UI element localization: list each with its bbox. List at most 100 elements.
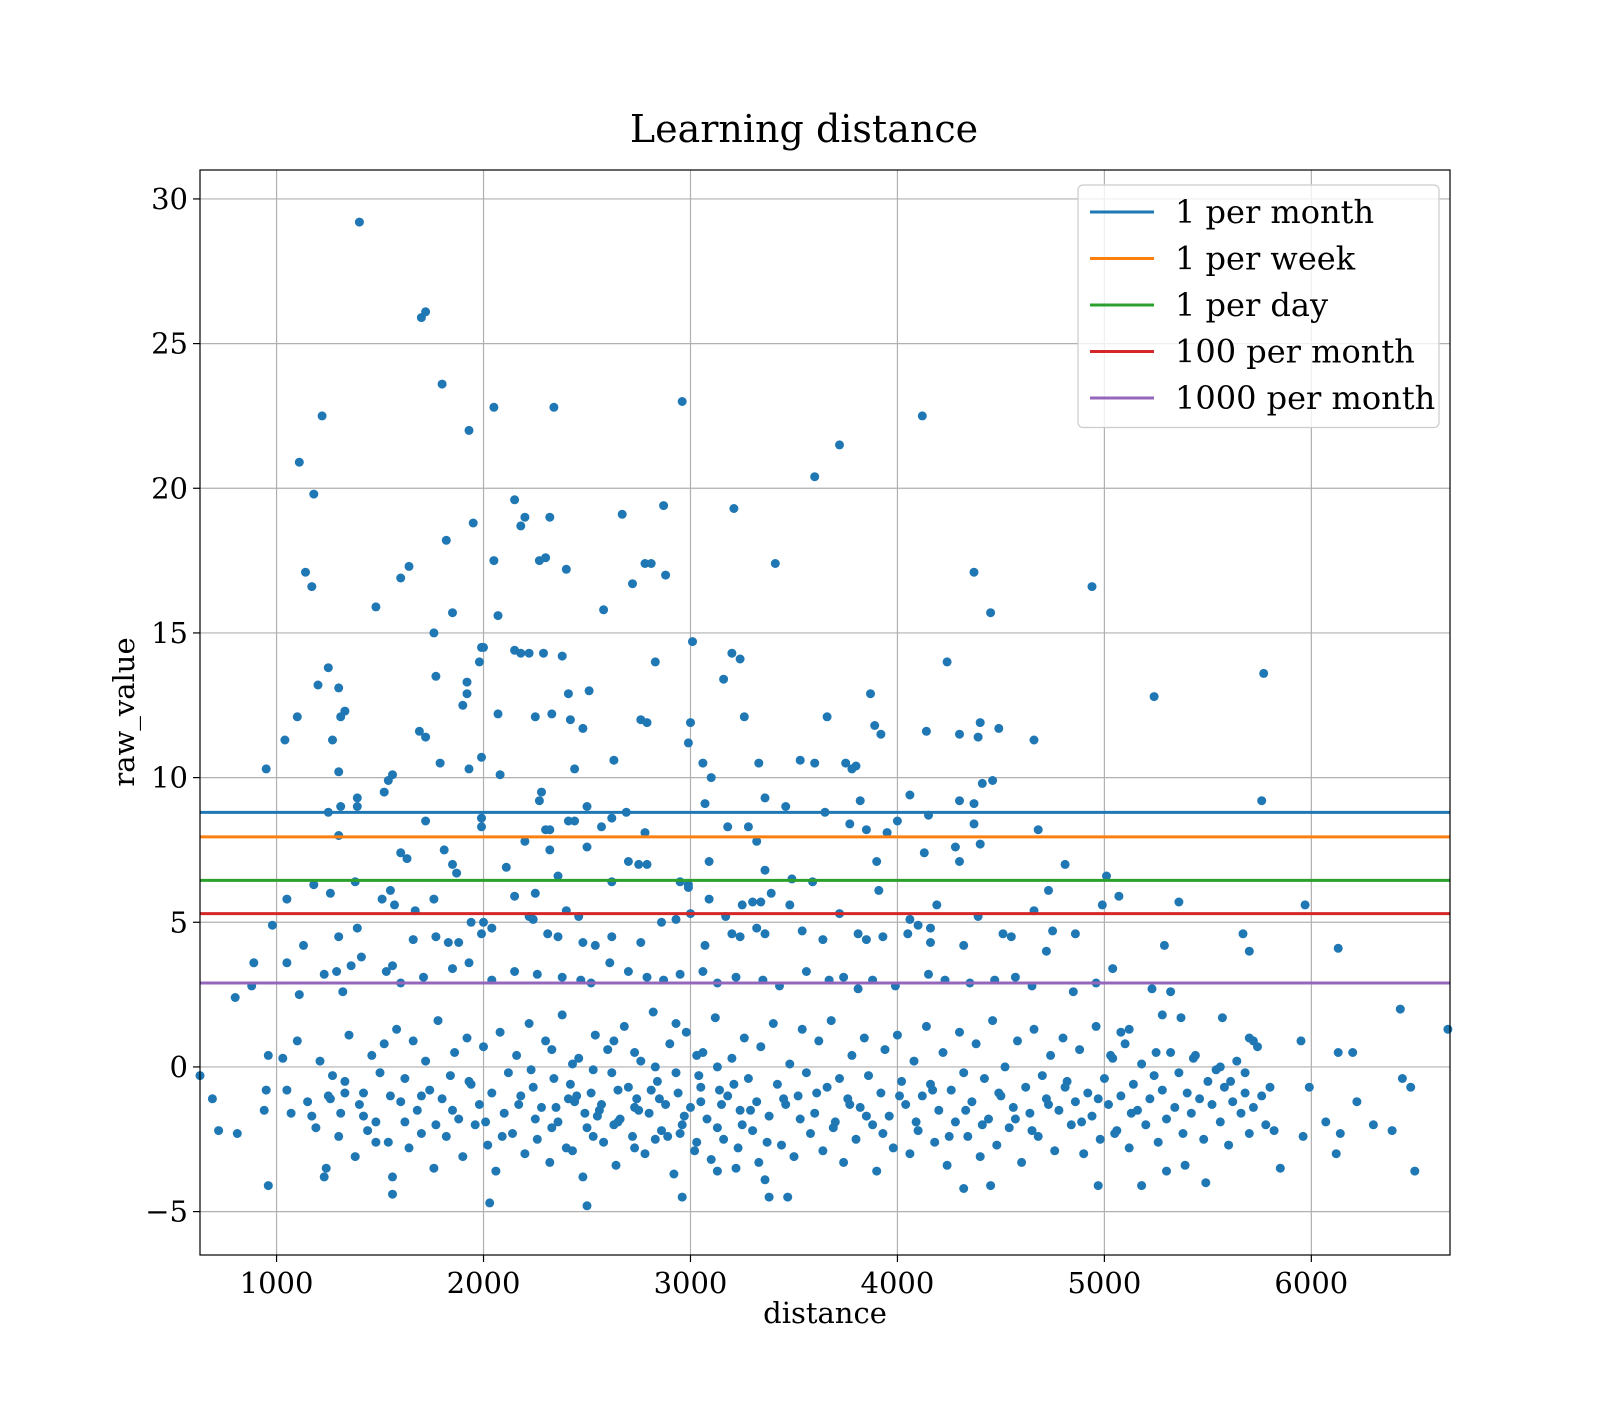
data-point [1021,1082,1031,1092]
data-point [603,1045,613,1055]
data-point [835,440,844,450]
data-point [882,828,892,838]
data-point [261,764,271,774]
data-point [597,822,606,832]
data-point [404,1143,414,1153]
data-point [1093,1181,1103,1191]
data-point [340,1076,350,1086]
data-point [1207,1100,1217,1109]
data-point [793,1091,803,1101]
data-point [375,1068,385,1078]
data-point [1199,1134,1209,1144]
data-point [963,1131,973,1141]
y-tick-label: 15 [151,616,188,650]
data-point [462,677,472,687]
data-point [950,1117,960,1127]
data-point [1236,1108,1246,1118]
data-point [315,1056,325,1066]
data-point [530,888,540,898]
data-point [561,564,571,574]
data-point [729,1079,739,1089]
data-point [1010,972,1020,982]
data-point [930,1137,940,1147]
data-point [570,764,580,774]
data-point [495,1027,505,1037]
data-point [207,1094,217,1104]
data-point [752,1097,762,1107]
data-point [677,1192,687,1202]
data-point [477,929,486,939]
data-point [421,816,431,826]
data-point [416,313,426,323]
data-point [539,648,548,658]
data-point [783,1192,793,1202]
data-point [665,1039,675,1049]
data-point [328,1071,337,1081]
data-point [1298,1131,1308,1141]
data-point [325,888,335,898]
data-point [1124,1024,1134,1034]
data-point [712,1166,722,1176]
data-point [516,521,526,531]
data-point [402,854,412,864]
data-point [1108,964,1118,974]
data-point [396,573,406,583]
x-tick-label: 2000 [447,1266,521,1300]
data-point [1097,900,1107,910]
data-point [485,1198,495,1208]
data-point [623,967,633,976]
data-point [396,848,406,858]
data-point [491,1166,501,1176]
data-point [657,1126,666,1136]
data-point [628,579,637,589]
data-point [739,1033,749,1043]
data-point [772,1079,782,1089]
data-point [1044,1100,1053,1109]
x-axis-ticks: 1000 2000 3000 4000 5000 6000 [240,1255,1348,1300]
data-point [1046,1050,1056,1060]
data-point [1128,1079,1138,1089]
data-point [1159,940,1169,950]
data-point [727,1053,737,1063]
data-point [961,1105,971,1115]
data-point [822,1082,832,1092]
y-tick-label: 20 [151,471,188,505]
data-point [671,914,681,924]
data-point [845,1100,855,1109]
data-point [414,726,424,736]
data-point [986,608,996,618]
data-point [286,1108,296,1118]
data-point [839,972,849,982]
data-point [754,758,764,768]
data-point [959,1184,969,1193]
data-point [942,657,952,667]
data-point [1060,859,1070,869]
data-point [294,457,304,467]
data-point [383,776,393,785]
data-point [416,1129,426,1138]
data-point [388,1189,397,1199]
data-point [371,1137,381,1147]
data-point [944,1131,954,1141]
data-point [1027,1126,1037,1136]
data-point [301,567,310,577]
data-point [377,894,387,904]
data-point [1296,1036,1306,1046]
data-point [1126,1108,1136,1118]
legend-label: 100 per month [1175,333,1415,371]
data-point [663,1131,673,1141]
data-point [574,1053,584,1063]
data-point [1116,1091,1126,1101]
data-point [607,813,617,823]
data-point [1240,1068,1250,1078]
data-point [425,1085,435,1095]
data-point [826,1016,836,1026]
data-point [592,1111,602,1121]
data-point [1335,1129,1345,1138]
data-point [580,1108,590,1118]
data-point [474,1100,484,1109]
data-point [733,1143,743,1153]
data-point [299,940,308,950]
data-point [537,1102,546,1112]
